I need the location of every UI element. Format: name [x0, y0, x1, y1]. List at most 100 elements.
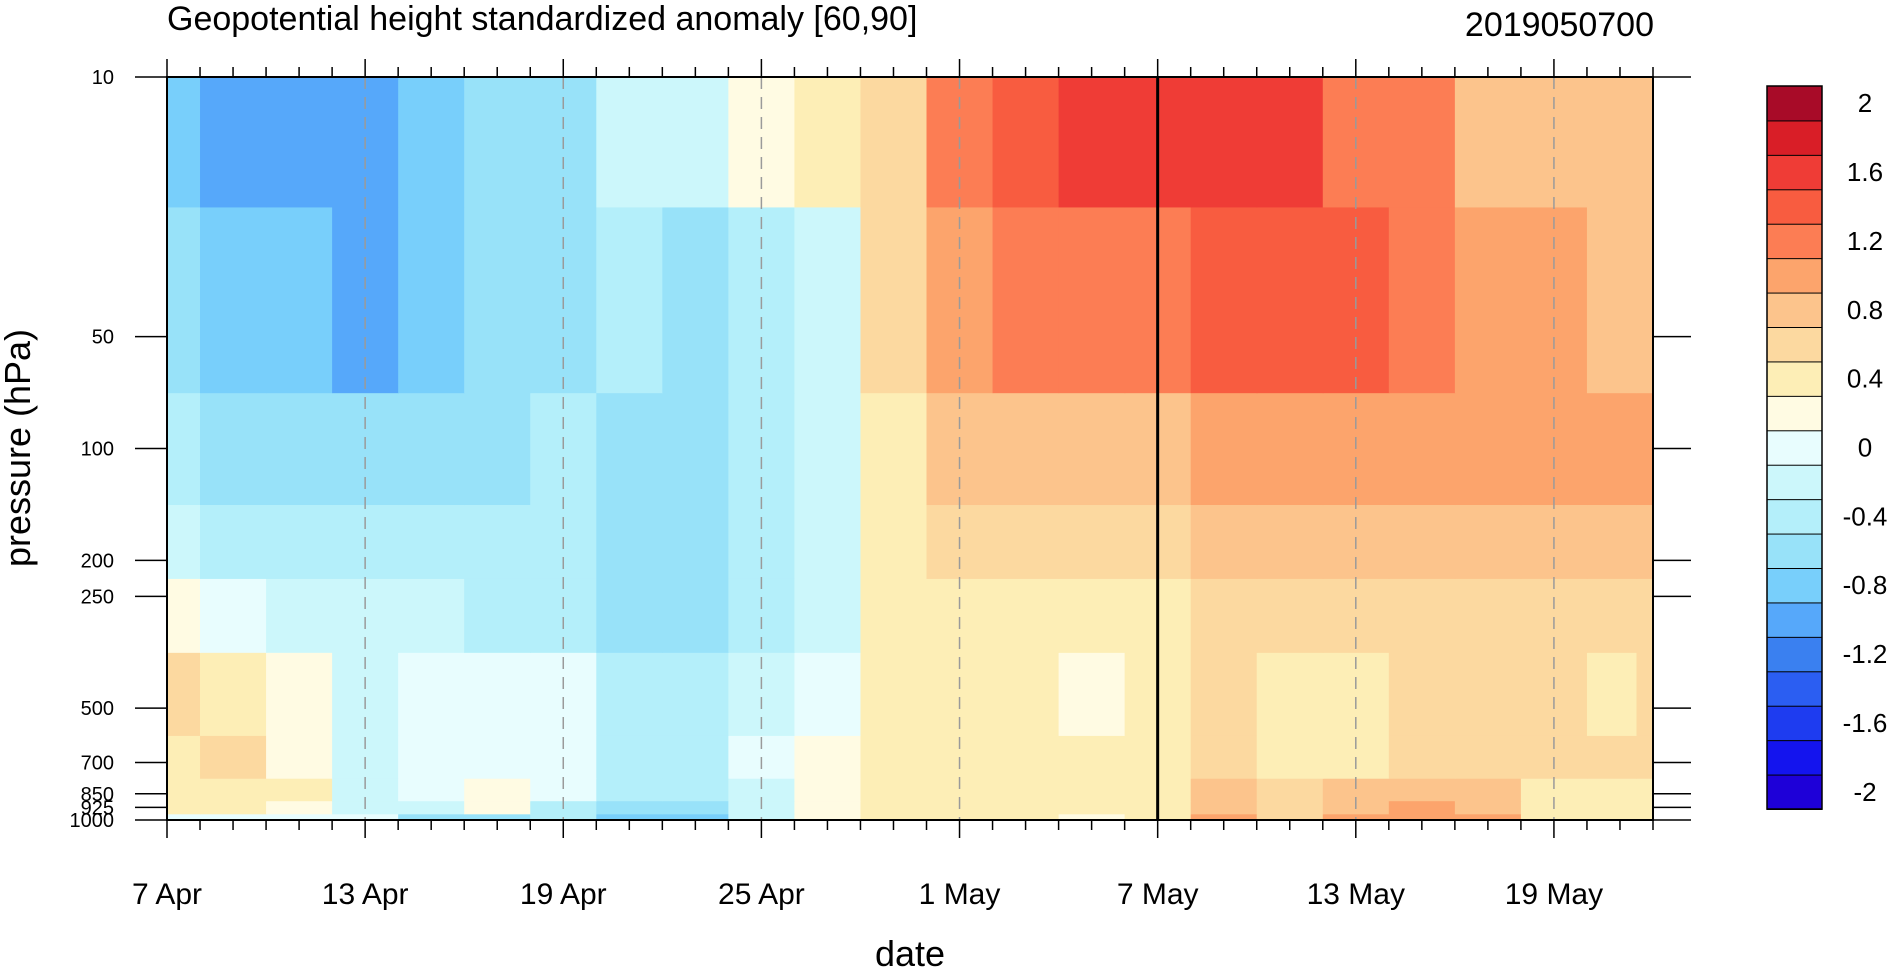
heatmap-cell	[1058, 652, 1126, 736]
heatmap-cell	[794, 778, 862, 802]
heatmap-cell	[1454, 77, 1522, 208]
heatmap-cell	[596, 392, 663, 506]
heatmap-cell	[860, 778, 928, 802]
heatmap-cell	[1256, 206, 1324, 394]
heatmap-cell	[1190, 735, 1258, 779]
heatmap-cell	[662, 778, 729, 802]
heatmap-cell	[794, 652, 862, 736]
heatmap-cell	[464, 392, 531, 506]
heatmap-cell	[1256, 504, 1324, 579]
x-axis: 7 Apr 13 Apr 19 Apr 25 Apr 1 May 7 May 13 May 1…	[132, 59, 1654, 911]
heatmap-cell	[398, 206, 465, 394]
heatmap-cell	[596, 77, 663, 208]
heatmap-cell	[1058, 504, 1126, 579]
heatmap-cell	[1586, 800, 1638, 815]
x-tick-label: 25 Apr	[718, 878, 805, 911]
heatmap-cell	[200, 735, 267, 779]
y-axis-label: pressure (hPa)	[0, 329, 38, 567]
colorbar-swatch	[1766, 292, 1823, 329]
heatmap-cell	[200, 813, 267, 821]
heatmap-cell	[662, 392, 729, 506]
heatmap-cell	[1190, 800, 1258, 815]
heatmap-cell	[398, 800, 465, 815]
heatmap-cell	[1058, 578, 1126, 653]
heatmap-cell	[1586, 504, 1638, 579]
heatmap-cell	[167, 813, 201, 821]
heatmap-cell	[1586, 77, 1638, 208]
heatmap-cell	[1190, 652, 1258, 736]
heatmap-cell	[596, 578, 663, 653]
heatmap-cell	[200, 504, 267, 579]
heatmap-cell	[398, 77, 465, 208]
colorbar-swatch	[1766, 395, 1823, 432]
heatmap-cell	[662, 206, 729, 394]
colorbar-swatch	[1766, 119, 1823, 156]
heatmap-cell	[1454, 800, 1522, 815]
heatmap-cell	[1636, 735, 1654, 779]
colorbar-swatch	[1766, 705, 1823, 742]
colorbar-tick-label: 0	[1858, 433, 1872, 463]
heatmap-cell	[1586, 735, 1638, 779]
heatmap-cell	[398, 504, 465, 579]
heatmap-cell	[1454, 578, 1522, 653]
heatmap-cell	[1388, 800, 1456, 815]
heatmap-cell	[1190, 392, 1258, 506]
heatmap-cell	[167, 206, 201, 394]
heatmap-cell	[1058, 813, 1126, 821]
heatmap-cell	[1520, 778, 1588, 802]
heatmap-cell	[167, 735, 201, 779]
colorbar-swatch	[1766, 223, 1823, 260]
heatmap-cell	[1256, 77, 1324, 208]
heatmap-cell	[860, 652, 928, 736]
heatmap-cell	[167, 578, 201, 653]
heatmap-cell	[1454, 778, 1522, 802]
colorbar-swatch	[1766, 326, 1823, 363]
heatmap-cell	[1256, 800, 1324, 815]
heatmap-cell	[596, 735, 663, 779]
heatmap-cell	[1388, 504, 1456, 579]
heatmap-cell	[1256, 652, 1324, 736]
heatmap-cell	[464, 813, 531, 821]
heatmap-cell	[464, 800, 531, 815]
heatmap-cell	[167, 504, 201, 579]
heatmap-cell	[992, 813, 1060, 821]
heatmap-cell	[662, 800, 729, 815]
heatmap-cell	[1454, 206, 1522, 394]
heatmap-cell	[794, 800, 862, 815]
heatmap-cell	[167, 778, 201, 802]
y-tick-label: 1000	[70, 810, 115, 832]
heatmap-cell	[167, 392, 201, 506]
colorbar-tick-label: -1.2	[1843, 639, 1888, 669]
heatmap-cell	[464, 77, 531, 208]
colorbar-swatch	[1766, 464, 1823, 501]
heatmap-cell	[1586, 206, 1638, 394]
heatmap-cell	[398, 652, 465, 736]
x-tick-label: 13 Apr	[322, 878, 409, 911]
heatmap-cell	[464, 778, 531, 802]
heatmap-cell	[266, 813, 333, 821]
y-tick-label: 200	[81, 550, 114, 572]
heatmap-cell	[1058, 800, 1126, 815]
chart-title: Geopotential height standardized anomaly…	[167, 0, 917, 38]
heatmap-cell	[662, 652, 729, 736]
heatmap-cell	[266, 735, 333, 779]
colorbar-swatch	[1766, 257, 1823, 294]
heatmap-cell	[596, 504, 663, 579]
heatmap-cell	[794, 504, 862, 579]
heatmap-cell	[1190, 578, 1258, 653]
colorbar-swatch	[1766, 154, 1823, 191]
y-tick-label: 50	[92, 327, 114, 349]
heatmap-cell	[266, 578, 333, 653]
heatmap-cell	[200, 778, 267, 802]
y-tick-label: 250	[81, 586, 114, 608]
heatmap-cell	[1256, 392, 1324, 506]
heatmap-cell	[464, 504, 531, 579]
heatmap-cell	[992, 578, 1060, 653]
y-tick-label: 100	[81, 439, 114, 461]
heatmap-cell	[167, 77, 201, 208]
heatmap-cell	[200, 652, 267, 736]
heatmap-cell	[1454, 813, 1522, 821]
colorbar-swatch	[1766, 360, 1823, 397]
heatmap-cell	[1454, 735, 1522, 779]
